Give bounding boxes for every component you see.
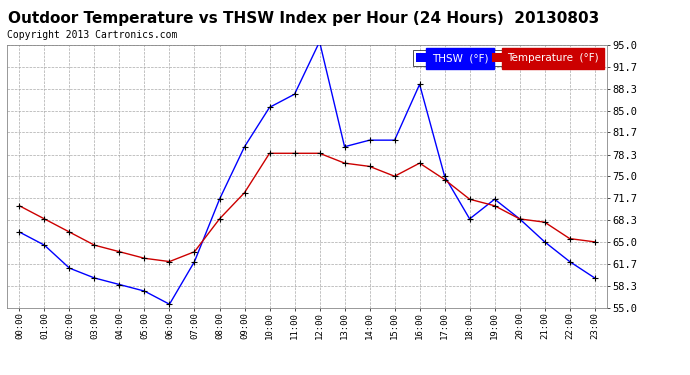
- Text: Outdoor Temperature vs THSW Index per Hour (24 Hours)  20130803: Outdoor Temperature vs THSW Index per Ho…: [8, 11, 599, 26]
- Legend: THSW  (°F), Temperature  (°F): THSW (°F), Temperature (°F): [413, 50, 602, 66]
- Text: Copyright 2013 Cartronics.com: Copyright 2013 Cartronics.com: [7, 30, 177, 40]
